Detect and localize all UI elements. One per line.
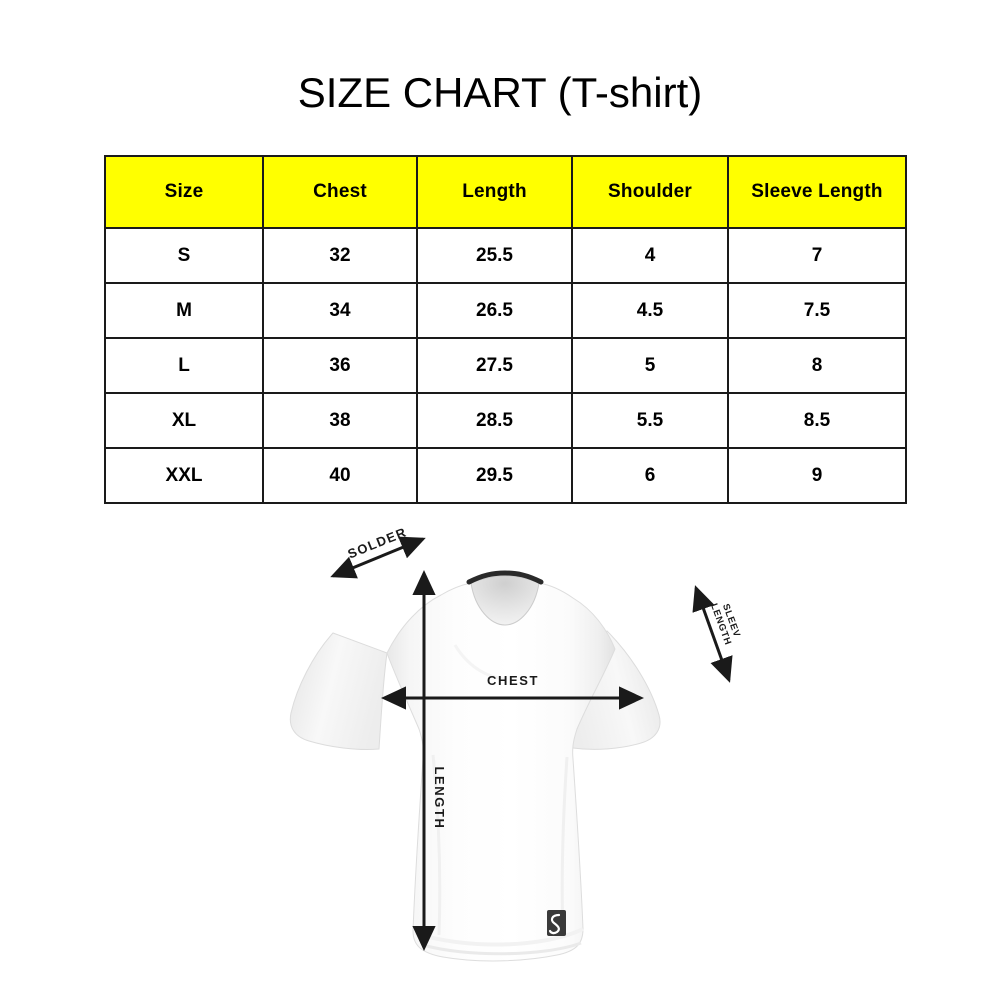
cell-size: XL bbox=[104, 392, 264, 449]
cell-length: 27.5 bbox=[416, 337, 573, 394]
length-measure-line: LENGTH bbox=[412, 569, 447, 951]
table-header-row: Size Chest Length Shoulder Sleeve Length bbox=[104, 155, 907, 229]
cell-length: 25.5 bbox=[416, 227, 573, 284]
cell-chest: 40 bbox=[262, 447, 418, 504]
cell-length: 26.5 bbox=[416, 282, 573, 339]
column-header-shoulder: Shoulder bbox=[571, 155, 729, 229]
cell-sleeve-length: 9 bbox=[727, 447, 907, 504]
brand-tag-icon bbox=[547, 910, 566, 936]
cell-sleeve-length: 7 bbox=[727, 227, 907, 284]
column-header-length: Length bbox=[416, 155, 573, 229]
cell-size: M bbox=[104, 282, 264, 339]
shoulder-measure-label: SOLDER bbox=[345, 524, 409, 561]
page-title: SIZE CHART (T-shirt) bbox=[297, 69, 703, 116]
cell-shoulder: 4.5 bbox=[571, 282, 729, 339]
cell-length: 29.5 bbox=[416, 447, 573, 504]
table-row: S 32 25.5 4 7 bbox=[104, 227, 907, 284]
sleeve-length-measure-line: SLEEV LENGTH bbox=[692, 585, 742, 683]
cell-size: S bbox=[104, 227, 264, 284]
cell-chest: 34 bbox=[262, 282, 418, 339]
cell-chest: 38 bbox=[262, 392, 418, 449]
shoulder-measure-line: SOLDER bbox=[330, 524, 426, 579]
cell-sleeve-length: 8 bbox=[727, 337, 907, 394]
cell-sleeve-length: 8.5 bbox=[727, 392, 907, 449]
length-measure-label: LENGTH bbox=[432, 766, 447, 829]
cell-chest: 32 bbox=[262, 227, 418, 284]
cell-size: L bbox=[104, 337, 264, 394]
table-row: M 34 26.5 4.5 7.5 bbox=[104, 282, 907, 339]
cell-shoulder: 4 bbox=[571, 227, 729, 284]
size-chart-table: Size Chest Length Shoulder Sleeve Length… bbox=[104, 155, 907, 504]
cell-shoulder: 6 bbox=[571, 447, 729, 504]
table-row: XXL 40 29.5 6 9 bbox=[104, 447, 907, 504]
table-row: L 36 27.5 5 8 bbox=[104, 337, 907, 394]
tshirt-diagram: SOLDER CHEST LENGTH SLEEV LENGTH bbox=[255, 505, 755, 1000]
cell-shoulder: 5.5 bbox=[571, 392, 729, 449]
tshirt-garment-shape bbox=[289, 570, 661, 962]
column-header-sleeve-length: Sleeve Length bbox=[727, 155, 907, 229]
chest-measure-label: CHEST bbox=[487, 673, 539, 688]
cell-shoulder: 5 bbox=[571, 337, 729, 394]
column-header-size: Size bbox=[104, 155, 264, 229]
table-row: XL 38 28.5 5.5 8.5 bbox=[104, 392, 907, 449]
column-header-chest: Chest bbox=[262, 155, 418, 229]
cell-sleeve-length: 7.5 bbox=[727, 282, 907, 339]
cell-chest: 36 bbox=[262, 337, 418, 394]
cell-length: 28.5 bbox=[416, 392, 573, 449]
cell-size: XXL bbox=[104, 447, 264, 504]
